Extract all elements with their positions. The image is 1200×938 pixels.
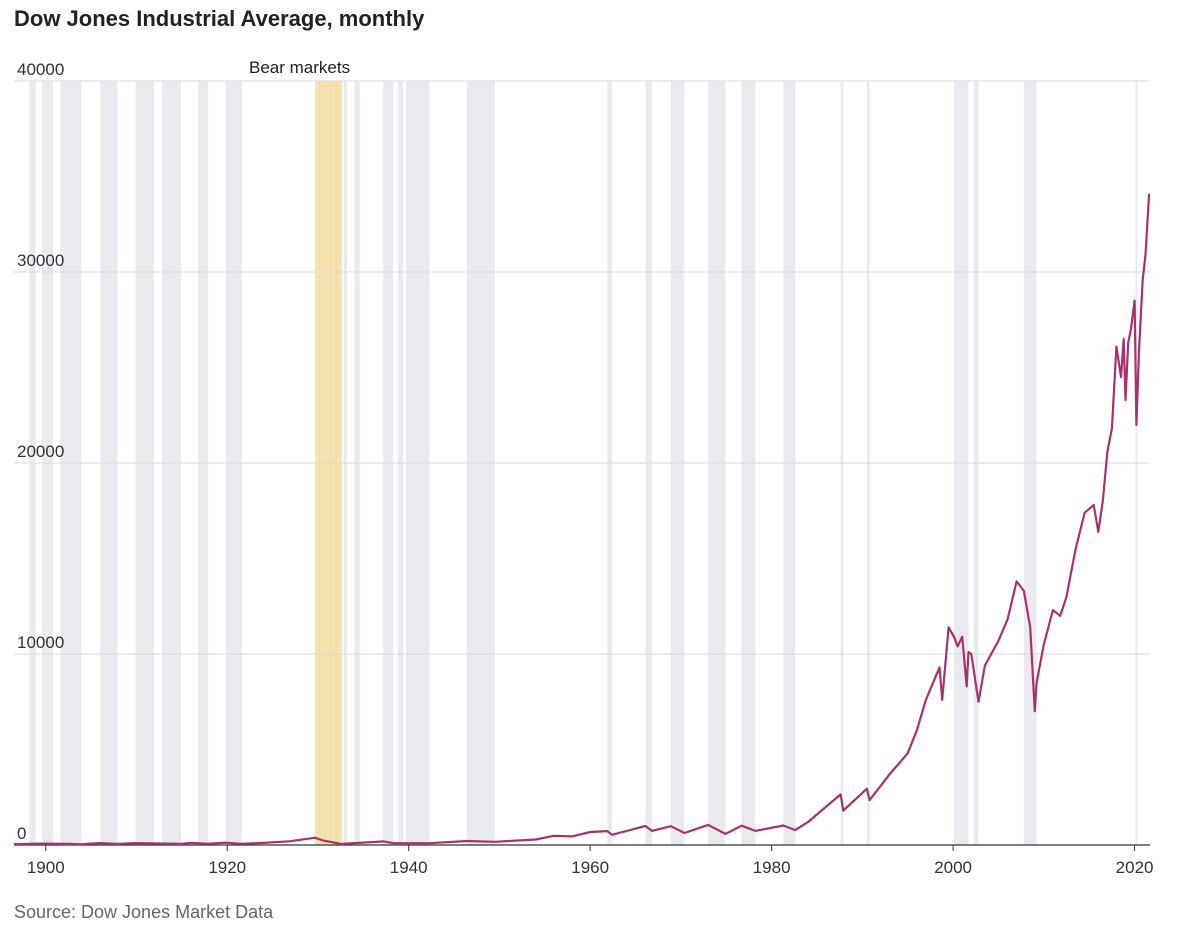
y-axis-ticks: 0 10000 20000 30000 40000 [17, 60, 64, 843]
x-tick-label: 1900 [27, 858, 65, 877]
x-tick-label: 2020 [1116, 858, 1154, 877]
djia-line [13, 193, 1151, 846]
x-tick-label: 1920 [208, 858, 246, 877]
y-tick-label: 40000 [17, 60, 64, 79]
x-tick-label: 1940 [390, 858, 428, 877]
x-tick-label: 2000 [934, 858, 972, 877]
chart-title: Dow Jones Industrial Average, monthly [14, 6, 425, 31]
gridlines [14, 80, 1150, 655]
series-lines [13, 193, 1151, 846]
y-tick-label: 30000 [17, 251, 64, 270]
x-tick-label: 1960 [571, 858, 609, 877]
y-tick-label: 20000 [17, 442, 64, 461]
y-tick-label: 0 [17, 824, 26, 843]
y-tick-label: 10000 [17, 633, 64, 652]
x-tick-label: 1980 [753, 858, 791, 877]
source-note: Source: Dow Jones Market Data [14, 902, 274, 922]
x-axis-ticks: 1900 1920 1940 1960 1980 2000 2020 [14, 844, 1154, 877]
bear-markets-annotation: Bear markets [249, 58, 350, 77]
